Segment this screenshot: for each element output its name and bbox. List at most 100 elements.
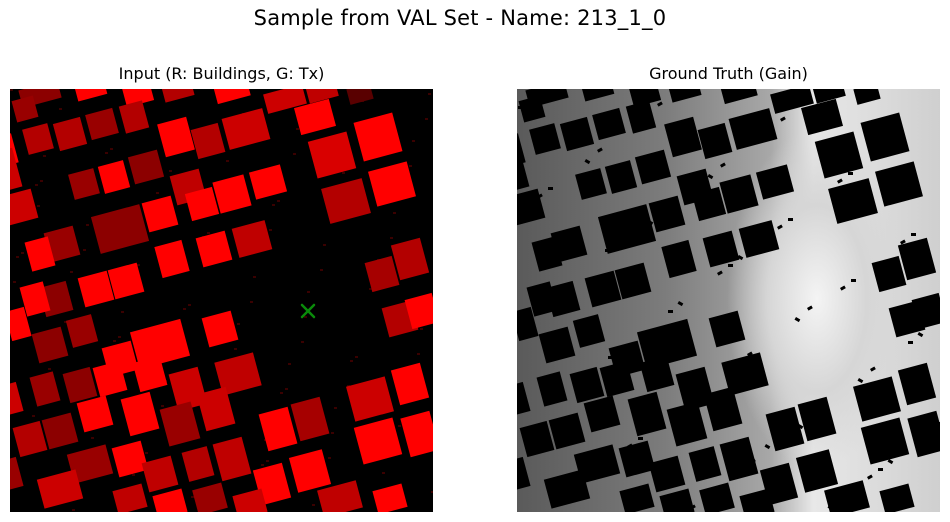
building [157, 116, 195, 158]
building [31, 326, 69, 364]
clutter-shadow [810, 412, 816, 418]
building [29, 371, 61, 407]
clutter-mark [393, 212, 396, 214]
clutter-shadow [597, 147, 603, 153]
building [346, 376, 394, 422]
clutter-mark [110, 148, 113, 150]
building-shadow [618, 440, 656, 478]
clutter-shadow [758, 137, 763, 140]
building [390, 237, 430, 281]
building-shadow [860, 417, 910, 465]
clutter-shadow [668, 310, 673, 313]
building [77, 270, 115, 308]
building [132, 355, 168, 393]
building [43, 225, 81, 263]
clutter-mark [266, 460, 269, 462]
building [317, 480, 363, 512]
building [159, 401, 201, 447]
building [62, 366, 98, 404]
building [41, 412, 79, 450]
clutter-mark [301, 341, 304, 343]
building-shadow [519, 420, 555, 458]
clutter-shadow [554, 286, 561, 292]
clutter-shadow [837, 178, 843, 184]
clutter-shadow [720, 162, 726, 168]
clutter-shadow [827, 505, 834, 511]
clutter-shadow [524, 205, 531, 211]
clutter-shadow [848, 172, 853, 175]
clutter-shadow [750, 458, 756, 464]
building-shadow [627, 391, 667, 437]
building [10, 381, 24, 417]
clutter-mark [10, 89, 13, 91]
clutter-shadow [851, 279, 856, 282]
building-shadow [517, 306, 539, 342]
clutter-mark [21, 252, 24, 254]
building [248, 164, 288, 200]
building-shadow [517, 456, 531, 492]
building [232, 488, 268, 512]
building [321, 178, 371, 224]
clutter-mark [288, 363, 291, 365]
clutter-shadow [908, 341, 913, 344]
clutter-mark [296, 128, 299, 130]
clutter-shadow [767, 127, 774, 134]
building [112, 483, 148, 512]
clutter-shadow [687, 397, 693, 403]
clutter-shadow [900, 239, 906, 245]
building-shadow [824, 480, 870, 512]
building-shadow [814, 131, 864, 179]
clutter-mark [431, 491, 433, 493]
building [184, 186, 220, 222]
clutter-mark [293, 153, 296, 155]
clutter-shadow [747, 351, 753, 357]
building-shadow [703, 386, 743, 432]
clutter-mark [328, 457, 331, 459]
clutter-shadow [938, 422, 940, 425]
clutter-mark [37, 205, 40, 207]
clutter-mark [35, 184, 38, 186]
building-shadow [871, 255, 907, 293]
building [121, 89, 155, 108]
building-shadow [572, 314, 606, 348]
clutter-shadow [617, 347, 624, 353]
building [154, 239, 190, 279]
clutter-mark [43, 155, 46, 157]
clutter-mark [307, 291, 310, 293]
building-shadow [897, 237, 937, 281]
building-shadow [648, 455, 686, 493]
clutter-shadow [780, 116, 786, 122]
ground-truth-image [517, 89, 940, 512]
building [231, 220, 273, 258]
building [76, 395, 114, 433]
building [192, 482, 228, 512]
building-shadow [604, 160, 638, 194]
clutter-shadow [930, 320, 936, 326]
building-shadow [543, 469, 591, 509]
building-shadow [812, 89, 846, 104]
clutter-mark [261, 464, 264, 466]
clutter-mark [390, 237, 393, 239]
clutter-shadow [917, 332, 924, 338]
input-image [10, 89, 433, 512]
clutter-mark [323, 244, 326, 246]
ground-truth-panel-title: Ground Truth (Gain) [649, 64, 808, 83]
building-shadow [668, 89, 702, 103]
building [168, 366, 208, 412]
building-shadow [648, 195, 686, 233]
clutter-mark [156, 192, 159, 194]
clutter-mark [277, 200, 280, 202]
clutter-mark [347, 385, 350, 387]
clutter-mark [331, 432, 334, 434]
clutter-mark [145, 452, 148, 454]
clutter-shadow [728, 264, 733, 267]
building-shadow [529, 123, 561, 155]
clutter-mark [64, 321, 67, 323]
clutter-mark [369, 288, 372, 290]
building-shadow [639, 355, 675, 393]
clutter-shadow [548, 187, 553, 190]
building [258, 406, 298, 452]
clutter-shadow [897, 132, 903, 138]
building [68, 168, 100, 200]
clutter-shadow [867, 474, 873, 480]
